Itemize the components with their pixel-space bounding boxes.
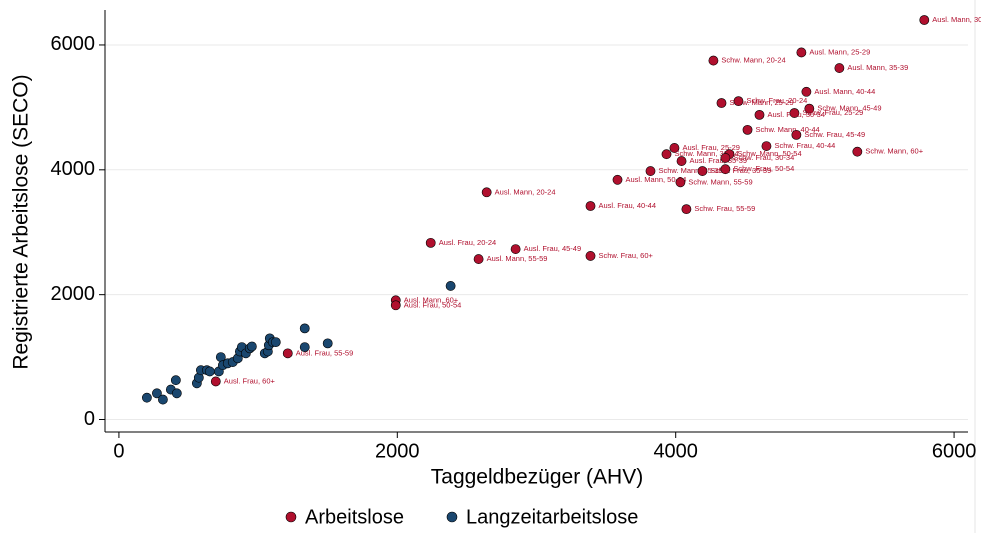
point (720, 164, 731, 175)
point-label: Schw. Mann, 40-44 (756, 125, 820, 134)
point (204, 366, 215, 377)
point-label: Ausl. Frau, 20-24 (439, 238, 497, 247)
point (720, 153, 731, 163)
point-label: Schw. Frau, 50-54 (733, 164, 794, 173)
point (171, 388, 182, 399)
point-label: Schw. Frau, 45-49 (804, 130, 865, 139)
point (852, 146, 863, 157)
point (299, 323, 310, 334)
y-tick-label: 6000 (51, 33, 96, 55)
x-axis-label: Taggeldbezüger (AHV) (431, 466, 643, 489)
legend-label: Arbeitslose (305, 506, 404, 528)
point-label: Schw. Frau, 20-24 (746, 96, 807, 105)
point-label: Ausl. Mann, 30-34 (932, 15, 981, 24)
point-label: Ausl. Frau, 40-44 (599, 201, 657, 210)
point-label: Ausl. Frau, 30-34 (767, 110, 825, 119)
legend-marker (285, 511, 297, 523)
point (675, 177, 686, 188)
point (708, 55, 719, 66)
point (919, 15, 930, 25)
point-label: Ausl. Mann, 60+ (404, 295, 459, 304)
legend-marker (446, 511, 458, 523)
point-label: Schw. Mann, 55-59 (688, 177, 752, 186)
point (697, 166, 708, 176)
point (445, 281, 456, 291)
point (804, 103, 815, 114)
point (246, 341, 257, 352)
y-tick-label: 2000 (51, 283, 96, 305)
x-tick-label: 2000 (375, 440, 420, 462)
point (170, 375, 181, 386)
point (791, 129, 802, 140)
point (834, 63, 845, 73)
point-label: Schw. Mann, 35-39 (658, 166, 722, 175)
point-label: Schw. Frau, 25-29 (802, 108, 863, 117)
legend-label: Langzeitarbeitslose (466, 506, 638, 528)
point-label: Schw. Mann, 60+ (865, 147, 923, 156)
point-label: Schw. Mann, 30-34 (675, 149, 739, 158)
point (669, 143, 680, 153)
point-label: Ausl. Mann, 55-59 (487, 254, 548, 263)
point-label: Schw. Frau, 40-44 (774, 141, 835, 150)
point (299, 342, 310, 353)
y-axis-label: Registrierte Arbeitslose (SECO) (10, 74, 33, 369)
point-label: Schw. Frau, 60+ (599, 251, 654, 260)
point (425, 237, 436, 248)
y-tick-label: 4000 (51, 158, 96, 180)
point (270, 337, 281, 348)
point (801, 86, 812, 97)
point-label: Schw. Frau, 55-59 (694, 204, 755, 213)
point-label: Ausl. Frau, 35-39 (690, 156, 748, 165)
point (733, 96, 744, 107)
point (742, 124, 753, 135)
y-tick-label: 0 (84, 408, 95, 430)
point-label: Ausl. Frau, 50-54 (404, 300, 462, 309)
point-label: Schw. Mann, 25-29 (729, 98, 793, 107)
point (322, 338, 333, 349)
point-label: Ausl. Frau, 60+ (224, 376, 276, 385)
point (676, 156, 687, 166)
point-label: Schw. Mann, 20-24 (721, 56, 785, 65)
point (585, 201, 596, 211)
point-label: Ausl. Mann, 50-54 (626, 175, 687, 184)
point (585, 251, 596, 261)
point (390, 300, 401, 311)
point-label: Ausl. Mann, 25-29 (809, 47, 870, 56)
point-label: Ausl. Frau, 25-29 (682, 143, 740, 152)
point-label: Schw. Mann, 50-54 (737, 149, 801, 158)
point (210, 376, 221, 387)
point-label: Schw. Mann, 45-49 (817, 104, 881, 113)
x-tick-label: 0 (113, 440, 124, 462)
point (152, 388, 162, 399)
point (796, 47, 807, 58)
point (645, 166, 656, 176)
point (473, 254, 484, 264)
point (612, 174, 623, 185)
point (282, 348, 293, 359)
point-label: Ausl. Mann, 40-44 (814, 87, 875, 96)
point (141, 392, 152, 403)
point (681, 204, 692, 215)
point (510, 244, 521, 254)
point-label: Ausl. Frau, 45-49 (524, 244, 582, 253)
x-tick-label: 6000 (932, 440, 977, 462)
point-label: Ausl. Frau, 55-59 (296, 348, 354, 357)
point (761, 141, 772, 151)
point (481, 187, 492, 198)
point (158, 394, 168, 405)
point-label: Schw. Frau, 30-34 (733, 153, 794, 162)
point (789, 108, 800, 118)
point (754, 109, 765, 120)
point-label: Schw. Frau, 35-39 (710, 166, 771, 175)
point (661, 149, 672, 160)
point (716, 98, 727, 108)
x-tick-label: 4000 (653, 440, 698, 462)
point-label: Ausl. Mann, 35-39 (847, 63, 908, 72)
point-label: Ausl. Mann, 20-24 (495, 187, 556, 196)
